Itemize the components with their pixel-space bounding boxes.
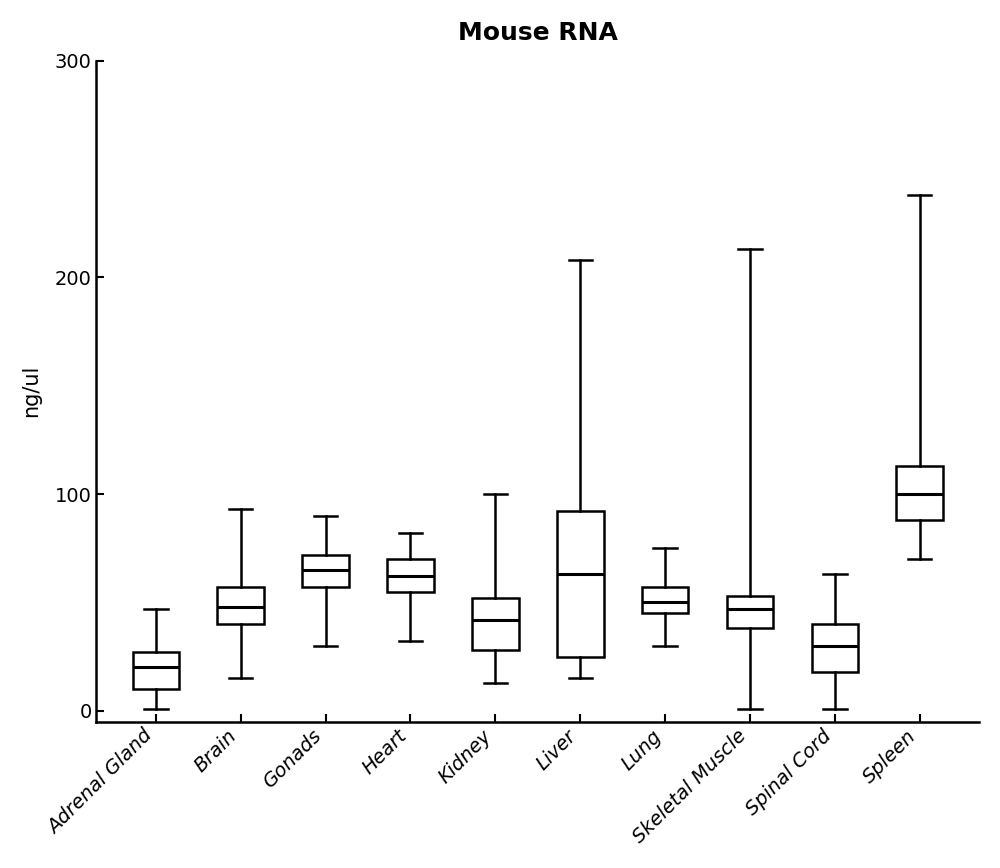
- PathPatch shape: [727, 596, 773, 628]
- PathPatch shape: [387, 559, 434, 592]
- PathPatch shape: [896, 466, 943, 520]
- PathPatch shape: [812, 624, 858, 672]
- PathPatch shape: [557, 511, 604, 656]
- Y-axis label: ng/ul: ng/ul: [21, 365, 41, 418]
- PathPatch shape: [217, 588, 264, 624]
- PathPatch shape: [133, 652, 179, 689]
- PathPatch shape: [472, 598, 519, 650]
- PathPatch shape: [642, 588, 688, 613]
- Title: Mouse RNA: Mouse RNA: [458, 21, 618, 45]
- PathPatch shape: [302, 555, 349, 588]
